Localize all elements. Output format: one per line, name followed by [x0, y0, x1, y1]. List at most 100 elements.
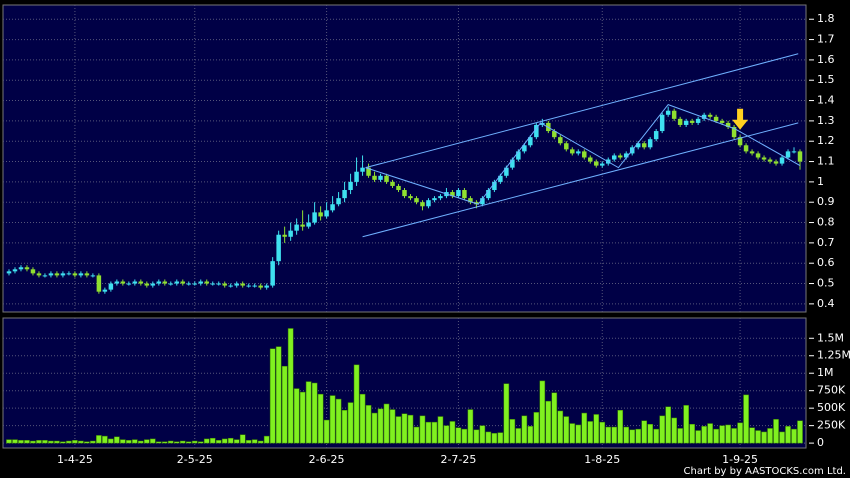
candle-body — [210, 283, 215, 285]
volume-bar — [797, 420, 803, 444]
candle-body — [36, 273, 42, 276]
volume-bar — [431, 421, 438, 444]
x-tick-label: 1-4-25 — [57, 453, 93, 466]
candle-body — [516, 151, 521, 160]
candle-body — [348, 181, 353, 191]
candle-body — [713, 116, 719, 121]
volume-bar — [749, 427, 755, 444]
volume-bar — [551, 392, 558, 444]
y-tick-label: 0.5 — [817, 277, 835, 290]
candle-body — [791, 151, 797, 153]
volume-bar — [611, 426, 618, 444]
candle-body — [252, 285, 257, 287]
candle-body — [162, 281, 168, 284]
volume-bar — [48, 440, 54, 444]
candle-body — [18, 267, 24, 270]
volume-bar — [353, 364, 360, 444]
volume-bar — [257, 440, 264, 444]
volume-bar — [521, 415, 528, 444]
volume-bar — [66, 440, 72, 444]
volume-bar — [6, 439, 12, 444]
volume-bar — [701, 426, 707, 444]
arrow — [732, 108, 749, 130]
candle-body — [492, 181, 497, 191]
candle-body — [450, 192, 455, 197]
volume-bar — [251, 439, 258, 444]
y-tick-label: 1.2 — [817, 134, 835, 147]
candle-body — [534, 124, 539, 138]
candle-body — [522, 145, 527, 152]
volume-bar — [335, 398, 342, 444]
candle-body — [96, 275, 102, 292]
candle-body — [54, 273, 60, 276]
candle-body — [186, 283, 192, 285]
candle-body — [372, 175, 377, 180]
candle-body — [671, 110, 677, 119]
volume-bar — [539, 380, 546, 444]
volume-bar — [677, 428, 683, 444]
volume-bar — [437, 416, 444, 444]
candle-body — [102, 289, 108, 292]
volume-bar — [24, 440, 30, 444]
volume-bar — [72, 440, 78, 444]
y-tick-label: 0.4 — [817, 297, 835, 310]
volume-bar — [479, 425, 486, 444]
volume-bar — [443, 425, 450, 444]
candle-body — [761, 157, 767, 160]
volume-bar — [503, 383, 510, 444]
volume-bar — [557, 410, 564, 444]
volume-bar — [455, 427, 462, 444]
volume-bar — [317, 393, 324, 444]
volume-bar — [203, 438, 210, 444]
y-tick-label: 1.3 — [817, 114, 835, 127]
volume-bar — [767, 428, 773, 444]
candle-body — [438, 196, 443, 199]
candle-body — [677, 118, 683, 125]
volume-bar — [689, 423, 695, 444]
candle-body — [336, 198, 341, 205]
candle-body — [414, 198, 419, 203]
y-tick-label: 0 — [817, 436, 824, 449]
x-tick-label: 2-7-25 — [440, 453, 476, 466]
volume-bar — [569, 423, 576, 444]
candle-body — [126, 283, 132, 285]
volume-bar — [30, 440, 36, 444]
volume-bar — [377, 408, 384, 444]
candle-body — [600, 163, 605, 166]
volume-bar — [144, 439, 150, 444]
volume-bar — [461, 428, 468, 444]
x-tick-label: 2-6-25 — [309, 453, 345, 466]
candle-body — [246, 285, 251, 287]
candle-body — [84, 273, 90, 276]
volume-bar — [341, 410, 348, 444]
volume-bar — [575, 424, 582, 444]
candle-body — [120, 281, 126, 284]
volume-bar — [737, 422, 743, 444]
volume-bar — [743, 394, 749, 444]
volume-bar — [755, 430, 761, 444]
candle-body — [779, 157, 785, 164]
candle-body — [755, 153, 761, 158]
volume-bar — [215, 440, 222, 444]
volume-bar — [114, 436, 120, 444]
y-tick-label: 1.6 — [817, 53, 835, 66]
candle-body — [282, 234, 287, 237]
candle-body — [528, 137, 533, 146]
volume-bar — [138, 440, 144, 444]
volume-bar — [287, 328, 294, 444]
volume-bar — [179, 440, 186, 444]
candle-body — [174, 281, 180, 284]
y-tick-label: 1.5M — [817, 331, 844, 344]
volume-bar — [275, 346, 282, 444]
volume-bar — [659, 415, 665, 444]
candle-body — [192, 283, 198, 285]
trend-line — [362, 122, 799, 238]
candle-body — [707, 114, 713, 117]
volume-bar — [497, 432, 504, 444]
candle-body — [264, 285, 269, 288]
trend-line — [365, 104, 801, 205]
candle-body — [773, 161, 779, 164]
volume-bar — [773, 419, 779, 444]
y-tick-label: 1.1 — [817, 155, 835, 168]
